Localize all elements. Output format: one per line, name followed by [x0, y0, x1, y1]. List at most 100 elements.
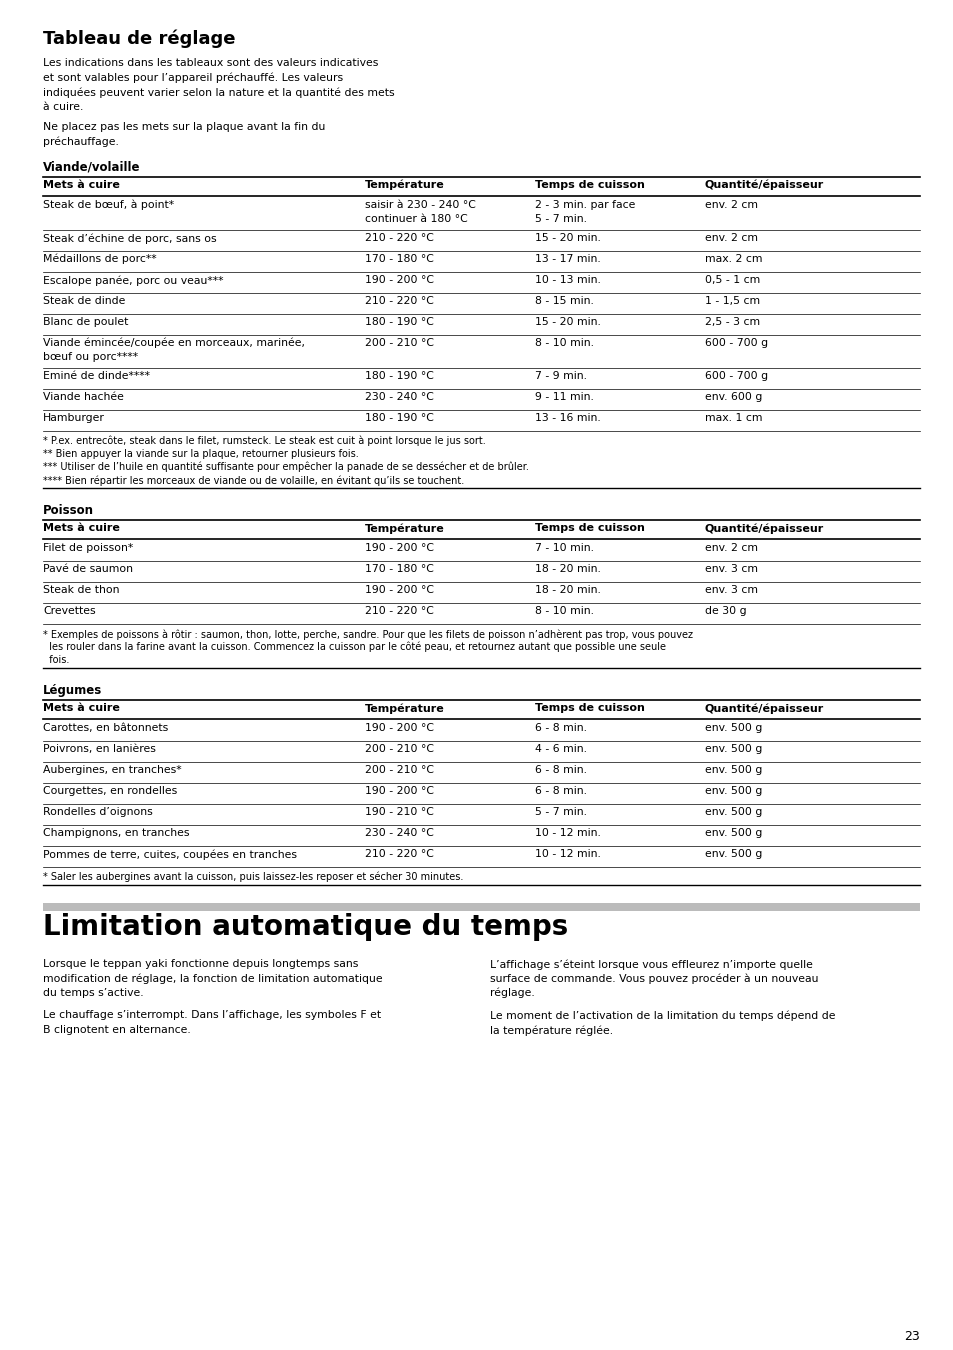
Text: 7 - 9 min.: 7 - 9 min. [535, 371, 586, 381]
Text: Ne placez pas les mets sur la plaque avant la fin du: Ne placez pas les mets sur la plaque ava… [43, 122, 325, 132]
Text: 1 - 1,5 cm: 1 - 1,5 cm [704, 296, 760, 306]
Text: 170 - 180 °C: 170 - 180 °C [365, 254, 434, 265]
Text: Viande émincée/coupée en morceaux, marinée,: Viande émincée/coupée en morceaux, marin… [43, 338, 305, 348]
Text: 5 - 7 min.: 5 - 7 min. [535, 807, 586, 817]
Text: Blanc de poulet: Blanc de poulet [43, 317, 129, 327]
Text: 7 - 10 min.: 7 - 10 min. [535, 543, 594, 554]
Text: 600 - 700 g: 600 - 700 g [704, 371, 767, 381]
Text: bœuf ou porc****: bœuf ou porc**** [43, 352, 138, 362]
Text: **** Bien répartir les morceaux de viande ou de volaille, en évitant qu’ils se t: **** Bien répartir les morceaux de viand… [43, 475, 464, 486]
Text: Viande/volaille: Viande/volaille [43, 161, 140, 174]
Text: Le moment de l’activation de la limitation du temps dépend de: Le moment de l’activation de la limitati… [490, 1011, 835, 1021]
Text: 230 - 240 °C: 230 - 240 °C [365, 392, 434, 402]
Text: du temps s’active.: du temps s’active. [43, 988, 144, 998]
Text: 5 - 7 min.: 5 - 7 min. [535, 215, 586, 224]
Text: 230 - 240 °C: 230 - 240 °C [365, 828, 434, 838]
Text: Temps de cuisson: Temps de cuisson [535, 180, 644, 190]
Text: Mets à cuire: Mets à cuire [43, 522, 120, 533]
Text: 6 - 8 min.: 6 - 8 min. [535, 724, 586, 733]
Text: *** Utiliser de l’huile en quantité suffisante pour empêcher la panade de se des: *** Utiliser de l’huile en quantité suff… [43, 462, 528, 472]
Text: réglage.: réglage. [490, 988, 535, 999]
Text: env. 500 g: env. 500 g [704, 807, 761, 817]
Text: Viande hachée: Viande hachée [43, 392, 124, 402]
Text: Rondelles d’oignons: Rondelles d’oignons [43, 807, 152, 817]
Text: env. 3 cm: env. 3 cm [704, 585, 758, 595]
Text: 180 - 190 °C: 180 - 190 °C [365, 317, 434, 327]
Text: 0,5 - 1 cm: 0,5 - 1 cm [704, 275, 760, 285]
Text: 18 - 20 min.: 18 - 20 min. [535, 585, 600, 595]
Text: env. 500 g: env. 500 g [704, 786, 761, 796]
Text: fois.: fois. [43, 655, 70, 666]
Text: env. 3 cm: env. 3 cm [704, 564, 758, 574]
Text: Tableau de réglage: Tableau de réglage [43, 30, 235, 49]
Text: indiquées peuvent varier selon la nature et la quantité des mets: indiquées peuvent varier selon la nature… [43, 86, 395, 97]
Text: B clignotent en alternance.: B clignotent en alternance. [43, 1025, 191, 1035]
Text: env. 2 cm: env. 2 cm [704, 543, 758, 554]
Text: 190 - 200 °C: 190 - 200 °C [365, 786, 434, 796]
Text: modification de réglage, la fonction de limitation automatique: modification de réglage, la fonction de … [43, 973, 382, 984]
Text: 2 - 3 min. par face: 2 - 3 min. par face [535, 200, 635, 211]
Text: 15 - 20 min.: 15 - 20 min. [535, 234, 600, 243]
Text: 210 - 220 °C: 210 - 220 °C [365, 606, 434, 616]
Text: Crevettes: Crevettes [43, 606, 95, 616]
Text: 9 - 11 min.: 9 - 11 min. [535, 392, 594, 402]
Text: 4 - 6 min.: 4 - 6 min. [535, 744, 586, 755]
Text: 210 - 220 °C: 210 - 220 °C [365, 234, 434, 243]
Text: Courgettes, en rondelles: Courgettes, en rondelles [43, 786, 177, 796]
Text: Médaillons de porc**: Médaillons de porc** [43, 254, 156, 265]
Text: et sont valables pour l’appareil préchauffé. Les valeurs: et sont valables pour l’appareil préchau… [43, 73, 343, 82]
Text: 190 - 200 °C: 190 - 200 °C [365, 543, 434, 554]
Text: env. 500 g: env. 500 g [704, 744, 761, 755]
Text: Steak d’échine de porc, sans os: Steak d’échine de porc, sans os [43, 234, 216, 243]
Text: 8 - 10 min.: 8 - 10 min. [535, 338, 594, 348]
Text: à cuire.: à cuire. [43, 101, 83, 112]
Text: 210 - 220 °C: 210 - 220 °C [365, 296, 434, 306]
Text: env. 500 g: env. 500 g [704, 724, 761, 733]
Text: Pommes de terre, cuites, coupées en tranches: Pommes de terre, cuites, coupées en tran… [43, 849, 296, 860]
Text: Hamburger: Hamburger [43, 413, 105, 423]
Text: 170 - 180 °C: 170 - 180 °C [365, 564, 434, 574]
Text: 10 - 13 min.: 10 - 13 min. [535, 275, 600, 285]
Text: 190 - 200 °C: 190 - 200 °C [365, 724, 434, 733]
Text: Température: Température [365, 180, 444, 190]
Text: Limitation automatique du temps: Limitation automatique du temps [43, 913, 568, 941]
Text: env. 600 g: env. 600 g [704, 392, 761, 402]
Text: env. 2 cm: env. 2 cm [704, 234, 758, 243]
Text: 600 - 700 g: 600 - 700 g [704, 338, 767, 348]
Text: Température: Température [365, 703, 444, 714]
Text: env. 2 cm: env. 2 cm [704, 200, 758, 211]
Text: Carottes, en bâtonnets: Carottes, en bâtonnets [43, 724, 168, 733]
Text: 190 - 200 °C: 190 - 200 °C [365, 275, 434, 285]
Text: Escalope panée, porc ou veau***: Escalope panée, porc ou veau*** [43, 275, 223, 285]
Text: Le chauffage s’interrompt. Dans l’affichage, les symboles F et: Le chauffage s’interrompt. Dans l’affich… [43, 1011, 381, 1021]
Text: 200 - 210 °C: 200 - 210 °C [365, 765, 434, 775]
Text: Mets à cuire: Mets à cuire [43, 180, 120, 190]
Text: Mets à cuire: Mets à cuire [43, 703, 120, 713]
Text: Poivrons, en lanières: Poivrons, en lanières [43, 744, 155, 755]
Text: les rouler dans la farine avant la cuisson. Commencez la cuisson par le côté pea: les rouler dans la farine avant la cuiss… [43, 643, 665, 652]
Text: 210 - 220 °C: 210 - 220 °C [365, 849, 434, 859]
Text: préchauffage.: préchauffage. [43, 136, 119, 147]
Text: 200 - 210 °C: 200 - 210 °C [365, 744, 434, 755]
Text: surface de commande. Vous pouvez procéder à un nouveau: surface de commande. Vous pouvez procéde… [490, 973, 818, 984]
Text: Température: Température [365, 522, 444, 533]
Text: env. 500 g: env. 500 g [704, 849, 761, 859]
Text: 190 - 210 °C: 190 - 210 °C [365, 807, 434, 817]
Text: de 30 g: de 30 g [704, 606, 746, 616]
Text: 10 - 12 min.: 10 - 12 min. [535, 849, 600, 859]
Text: env. 500 g: env. 500 g [704, 765, 761, 775]
Text: Aubergines, en tranches*: Aubergines, en tranches* [43, 765, 181, 775]
Text: max. 2 cm: max. 2 cm [704, 254, 761, 265]
Text: 10 - 12 min.: 10 - 12 min. [535, 828, 600, 838]
Text: 6 - 8 min.: 6 - 8 min. [535, 765, 586, 775]
Text: 13 - 16 min.: 13 - 16 min. [535, 413, 600, 423]
Text: * Exemples de poissons à rôtir : saumon, thon, lotte, perche, sandre. Pour que l: * Exemples de poissons à rôtir : saumon,… [43, 629, 692, 640]
Text: Steak de thon: Steak de thon [43, 585, 119, 595]
Text: Légumes: Légumes [43, 684, 102, 697]
Text: 6 - 8 min.: 6 - 8 min. [535, 786, 586, 796]
Text: 190 - 200 °C: 190 - 200 °C [365, 585, 434, 595]
Text: Quantité/épaisseur: Quantité/épaisseur [704, 180, 823, 190]
Text: Temps de cuisson: Temps de cuisson [535, 703, 644, 713]
Text: env. 500 g: env. 500 g [704, 828, 761, 838]
Text: * Saler les aubergines avant la cuisson, puis laissez-les reposer et sécher 30 m: * Saler les aubergines avant la cuisson,… [43, 872, 463, 883]
